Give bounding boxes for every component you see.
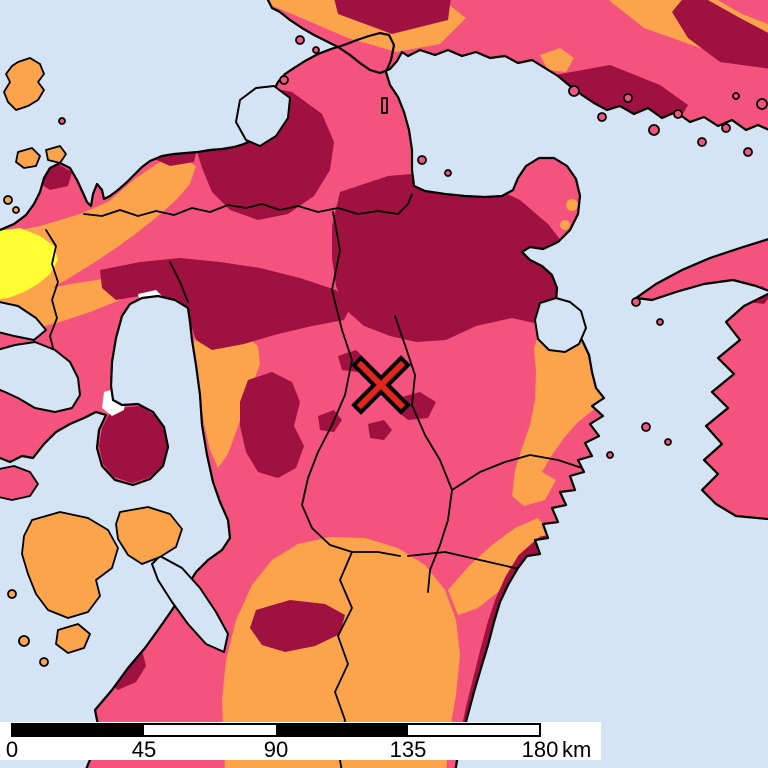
scale-tick-90: 90 (264, 737, 288, 762)
scale-bar-segment (276, 724, 408, 736)
amakusa-shimoshima (21, 511, 119, 619)
scale-bar-segment (144, 724, 276, 736)
scale-tick-135: 135 (390, 737, 427, 762)
islands-pink (0, 35, 768, 501)
yatsushiro-sea (151, 555, 229, 653)
scale-unit: km (562, 737, 591, 762)
islands-orange (3, 57, 183, 667)
epicenter-marker-cross (356, 360, 406, 410)
scale-bar-frame (11, 723, 541, 737)
amakusa-kamishima (115, 506, 183, 565)
iki-island (3, 57, 45, 111)
hirado-strait (0, 301, 47, 341)
scale-bar: 0 45 90 135 180 km (0, 722, 601, 762)
scale-bar-segment (12, 724, 144, 736)
scale-tick-0: 0 (6, 737, 18, 762)
scale-tick-45: 45 (132, 737, 156, 762)
epicenter-marker (351, 355, 411, 415)
hakata-bay (235, 85, 291, 147)
bays (0, 85, 587, 653)
scale-bar-segment (408, 724, 540, 736)
omura-bay (0, 341, 81, 413)
scale-tick-180: 180 (522, 737, 559, 762)
hazard-zone-maroon (38, 0, 768, 768)
beppu-bay (534, 297, 587, 353)
